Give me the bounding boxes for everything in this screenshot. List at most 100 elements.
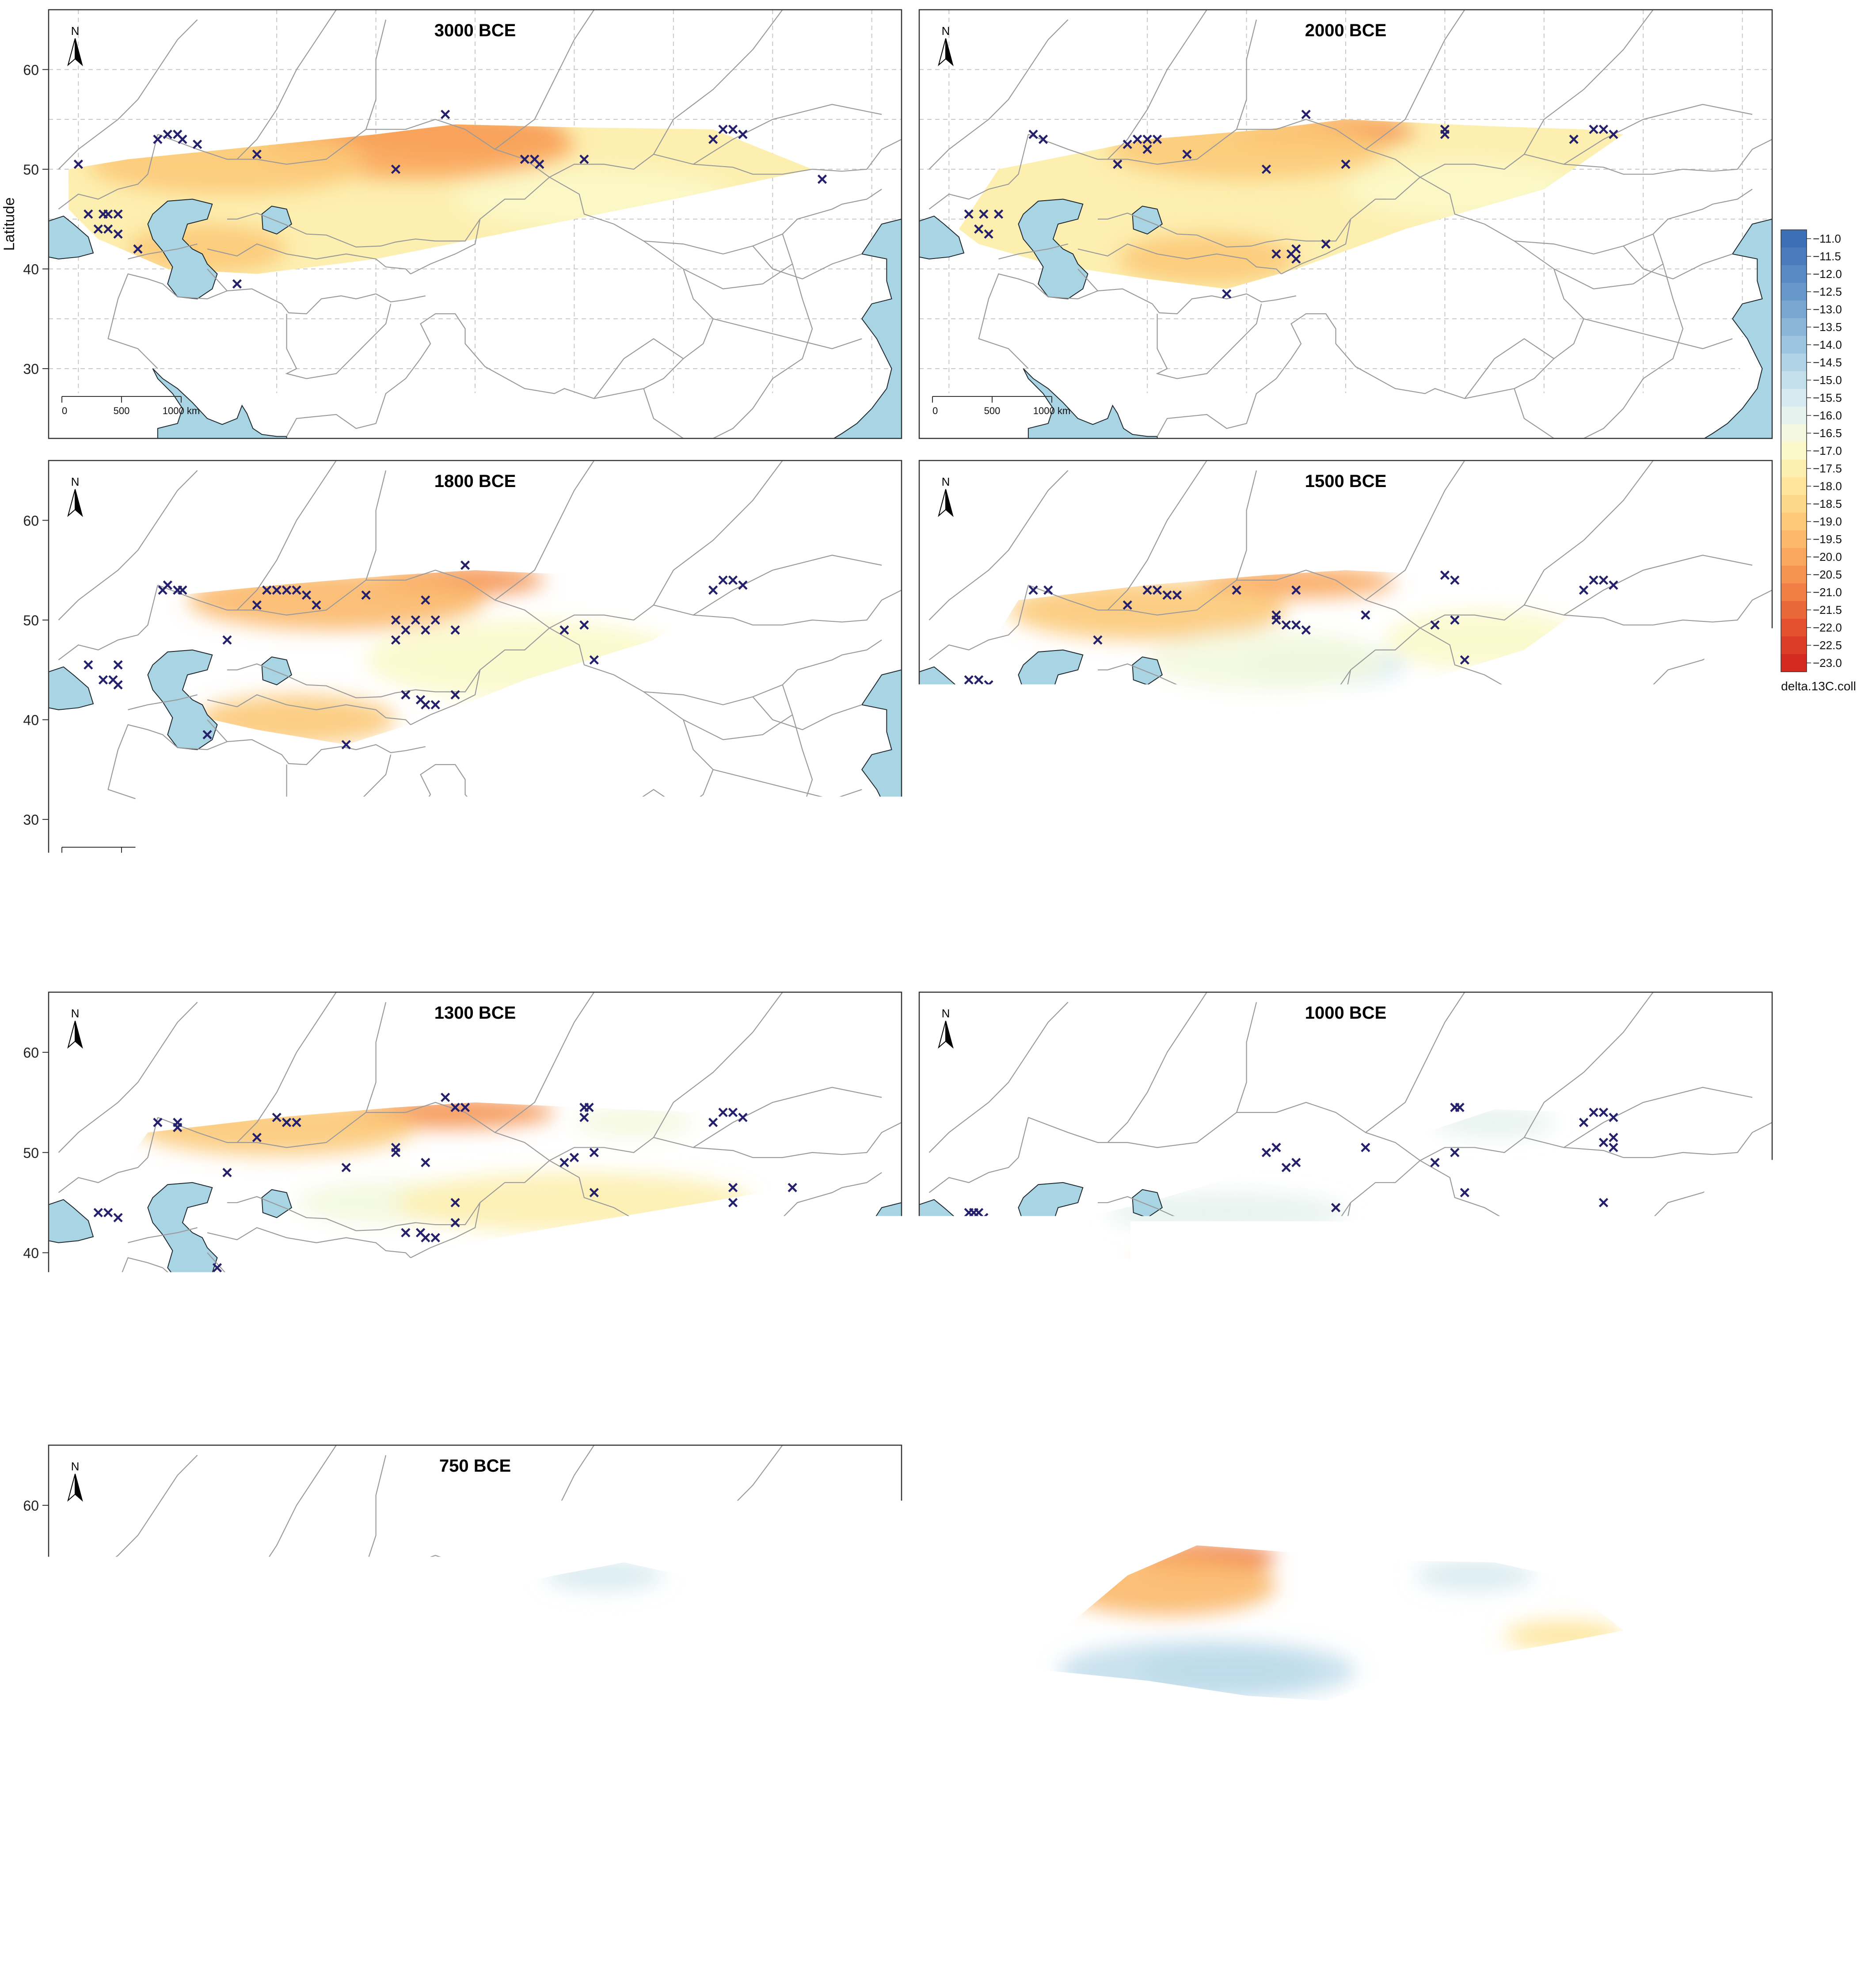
- legend-label: −22.5: [1813, 639, 1842, 652]
- legend-swatch: [1781, 636, 1807, 654]
- x-tick-label: 100: [662, 1884, 685, 1899]
- legend-label: −20.5: [1813, 1549, 1842, 1562]
- map-panel-4: N0 500 1000 km1500 BCE40 60 80 100 120Longitud…: [919, 461, 1772, 933]
- map-panels: N0 500 1000 km3000 BCE30405060LatitudeN0 50…: [1, 10, 1772, 1919]
- legend-label: −17.5: [1813, 462, 1842, 475]
- north-arrow-label: N: [942, 475, 950, 488]
- legend-label: −13.5: [1813, 320, 1842, 334]
- scalebar-label: 1000 km: [1033, 1390, 1070, 1401]
- scalebar-label: 1000 km: [163, 405, 200, 416]
- legend-swatch: [1781, 1600, 1807, 1618]
- legend-label: −17.0: [1813, 444, 1842, 457]
- y-axis-label: Latitude: [1, 1181, 18, 1234]
- legend-swatch: [1781, 513, 1807, 530]
- legend-swatch: [1781, 1405, 1807, 1423]
- y-tick-label: 40: [23, 1245, 39, 1261]
- y-tick-label: 50: [23, 613, 39, 628]
- y-tick-label: 30: [23, 812, 39, 828]
- legend-swatch: [1781, 247, 1807, 265]
- legend-swatch: [1781, 1282, 1807, 1299]
- x-tick-label: 80: [467, 897, 483, 913]
- legend-swatch: [1781, 1246, 1807, 1264]
- north-arrow-label: N: [942, 24, 950, 38]
- subfigure-label-b: (b): [921, 1934, 951, 1964]
- legend-label: −11.5: [1813, 1231, 1841, 1244]
- legend-label: −18.0: [1813, 480, 1842, 493]
- panel-title: 1300 BCE: [434, 1003, 516, 1023]
- x-axis-label: Longitude: [442, 916, 508, 933]
- legend-label: −14.5: [1813, 1337, 1842, 1350]
- x-tick-label: 100: [1532, 897, 1556, 913]
- legend-swatch: [1781, 389, 1807, 407]
- legend-label: −23.0: [1813, 656, 1842, 670]
- legend-label: −11.5: [1813, 250, 1841, 263]
- y-tick-label: 60: [23, 1045, 39, 1061]
- scalebar-label: 0: [62, 856, 67, 867]
- panel-map-body: N0 500 1000 km: [919, 992, 1772, 1424]
- legend-swatch: [1781, 230, 1807, 247]
- legend-swatch: [1781, 1352, 1807, 1370]
- legend-swatch: [1781, 301, 1807, 318]
- legend-label: −19.0: [1813, 515, 1842, 528]
- y-tick-label: 50: [23, 1598, 39, 1614]
- legend-label: −16.5: [1813, 426, 1842, 440]
- legend-label: −14.0: [1813, 338, 1842, 351]
- isotope-contour-blob: [1147, 630, 1385, 689]
- y-tick-label: 50: [23, 162, 39, 178]
- y-tick-label: 30: [23, 361, 39, 377]
- y-axis-label: Latitude: [1, 1634, 18, 1687]
- panel-map-body: N0 500 1000 km: [49, 1445, 902, 1877]
- legend-label: −12.0: [1813, 1249, 1842, 1262]
- legend-swatch: [1781, 354, 1807, 371]
- panel-map-body: N0 500 1000 km: [919, 10, 1772, 439]
- legend-swatch: [1781, 1441, 1807, 1458]
- panel-title: 750 BCE: [439, 1456, 511, 1476]
- legend-swatch: [1781, 1582, 1807, 1600]
- x-tick-label: 40: [71, 897, 87, 913]
- legend-swatch: [1781, 265, 1807, 283]
- legend-swatch: [1781, 318, 1807, 336]
- legend-swatch: [1781, 1458, 1807, 1476]
- legend-title: delta.13C.coll: [1781, 1660, 1856, 1674]
- scalebar-label: 0: [932, 1843, 938, 1854]
- legend-label: −20.5: [1813, 568, 1842, 581]
- legend-label: −18.5: [1813, 1478, 1842, 1492]
- panel-map-body: N0 500 1000 km: [49, 10, 902, 439]
- legend-swatch: [1781, 654, 1807, 672]
- north-arrow-label: N: [942, 1007, 950, 1020]
- legend-swatch: [1781, 424, 1807, 442]
- x-axis-label: Longitude: [442, 1903, 508, 1919]
- panel-title: 3000 BCE: [434, 21, 516, 40]
- panel-title: 2000 BCE: [1305, 21, 1387, 40]
- legend-label: −11.0: [1813, 232, 1841, 245]
- scalebar-label: 0: [62, 1390, 67, 1401]
- legend-label: −22.0: [1813, 1602, 1842, 1615]
- legend-label: −13.0: [1813, 303, 1842, 316]
- legend-label: −13.0: [1813, 1284, 1842, 1297]
- scalebar-label: 500: [984, 856, 1001, 867]
- legend-title: delta.13C.coll: [1781, 679, 1856, 693]
- map-panel-3: N0 500 1000 km1800 BCE30405060Latitude40 60…: [1, 461, 902, 933]
- map-panel-5: N0 500 1000 km1300 BCE30405060Latitude: [1, 992, 902, 1424]
- x-tick-label: 120: [1731, 1884, 1754, 1899]
- scalebar-label: 500: [114, 1390, 130, 1401]
- legend-swatch: [1781, 1423, 1807, 1441]
- legend-swatch: [1781, 1370, 1807, 1388]
- x-tick-label: 80: [467, 1884, 483, 1899]
- legend-swatch: [1781, 442, 1807, 460]
- legend-swatch: [1781, 1211, 1807, 1229]
- y-axis-label: Latitude: [1, 198, 18, 251]
- legend-a: −11.0−11.5−12.0−12.5−13.0−13.5−14.0−14.5…: [1781, 230, 1856, 693]
- legend-swatch: [1781, 477, 1807, 495]
- legend-label: −14.0: [1813, 1319, 1842, 1332]
- map-panel-7: N0 500 1000 km750 BCE30405060Latitude40 60 8…: [1, 1445, 902, 1919]
- figure-canvas: N0 500 1000 km3000 BCE30405060LatitudeN0 50…: [0, 0, 1876, 1968]
- isotope-contour-blob: [574, 1108, 693, 1138]
- legend-label: −12.5: [1813, 285, 1842, 298]
- legend-swatch: [1781, 1335, 1807, 1352]
- scalebar-label: 1000 km: [1033, 405, 1070, 416]
- legend-label: −11.0: [1813, 1213, 1841, 1226]
- legend-label: −15.5: [1813, 391, 1842, 404]
- panel-map-body: N0 500 1000 km: [919, 1445, 1772, 1877]
- scalebar-label: 500: [114, 1843, 130, 1854]
